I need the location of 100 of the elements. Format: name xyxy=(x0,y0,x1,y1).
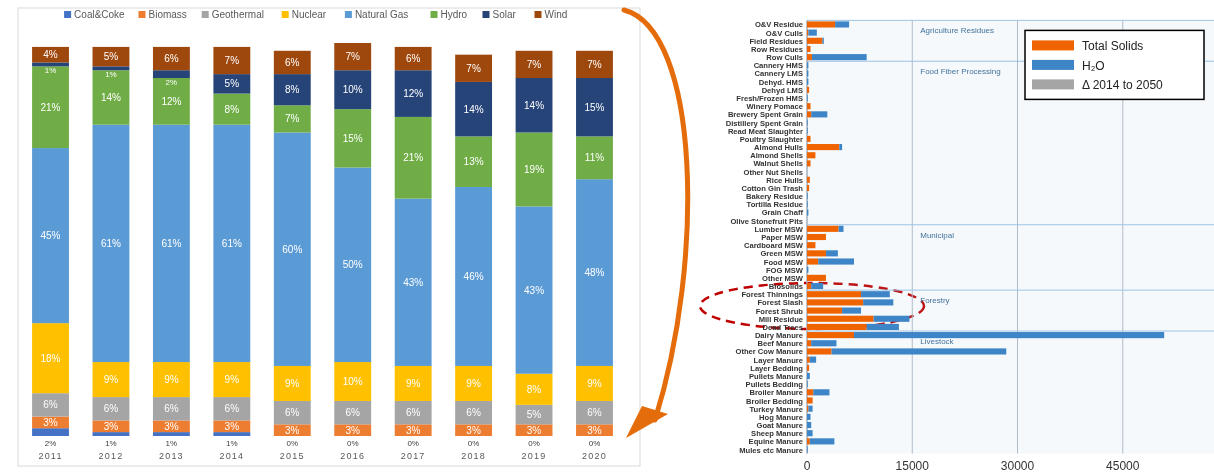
band-label: Municipal xyxy=(920,230,955,240)
data-label: 46% xyxy=(463,270,484,282)
band-label: Forestry xyxy=(920,296,950,306)
legend-label: Wind xyxy=(544,9,568,20)
legend-label: Biomass xyxy=(148,9,187,20)
data-label: 7% xyxy=(526,58,542,70)
data-label: 19% xyxy=(524,163,545,175)
data-label: 21% xyxy=(403,152,424,164)
x-tick-label: 2019 xyxy=(521,451,547,461)
band-label: Food Fiber Processing xyxy=(920,67,1001,77)
data-label: 7% xyxy=(285,113,300,125)
x-tick-label: 30000 xyxy=(1000,458,1035,473)
data-label: 8% xyxy=(224,103,240,115)
data-label: 3% xyxy=(345,424,361,436)
data-label: 1% xyxy=(226,439,238,448)
legend-label: Hydro xyxy=(440,9,468,20)
data-label: 13% xyxy=(463,156,484,168)
data-label: 8% xyxy=(285,84,300,96)
legend-label: Solar xyxy=(492,9,517,20)
data-label: 3% xyxy=(285,424,300,436)
data-label: 43% xyxy=(403,276,424,288)
data-label: 6% xyxy=(587,407,602,419)
x-tick-label: 2018 xyxy=(461,451,487,461)
data-label: 60% xyxy=(282,243,303,255)
x-tick-label: 2013 xyxy=(158,451,184,461)
data-label: 5% xyxy=(103,51,119,63)
data-label: 11% xyxy=(584,152,605,164)
legend-label: Total Solids xyxy=(1082,39,1144,54)
legend-label: H₂O xyxy=(1082,58,1105,73)
data-label: 6% xyxy=(285,56,300,68)
data-label: 6% xyxy=(103,403,119,415)
data-label: 10% xyxy=(342,376,363,388)
data-label: 0% xyxy=(286,439,299,448)
data-label: 50% xyxy=(342,259,363,271)
data-label: 7% xyxy=(466,62,481,74)
data-label: 0% xyxy=(407,439,419,448)
data-label: 3% xyxy=(103,420,119,432)
legend-label: Δ 2014 to 2050 xyxy=(1082,78,1164,93)
data-label: 9% xyxy=(164,374,179,386)
legend-label: Coal&Coke xyxy=(74,9,126,20)
data-label: 0% xyxy=(346,439,359,448)
data-label: 6% xyxy=(345,407,361,419)
data-label: 9% xyxy=(405,377,421,389)
data-label: 1% xyxy=(44,66,57,76)
data-label: 48% xyxy=(584,267,605,279)
data-label: 0% xyxy=(467,439,480,448)
data-label: 61% xyxy=(221,237,242,249)
band-label: Livestock xyxy=(920,337,955,347)
data-label: 61% xyxy=(161,237,182,249)
data-label: 6% xyxy=(466,407,481,419)
x-tick-label: 2012 xyxy=(98,451,124,461)
data-label: 3% xyxy=(526,424,542,436)
data-label: 14% xyxy=(524,99,545,111)
data-label: 6% xyxy=(164,53,179,65)
data-label: 10% xyxy=(342,84,363,96)
x-tick-label: 2016 xyxy=(340,451,366,461)
data-label: 12% xyxy=(161,95,182,107)
data-label: 14% xyxy=(100,91,122,103)
data-label: 4% xyxy=(43,49,58,61)
data-label: 0% xyxy=(588,439,601,448)
data-label: 1% xyxy=(165,439,178,448)
data-label: 61% xyxy=(100,237,122,249)
x-tick-label: 2015 xyxy=(279,451,305,461)
data-label: 2% xyxy=(44,439,57,448)
x-tick-label: 2020 xyxy=(582,451,607,461)
legend-label: Natural Gas xyxy=(354,9,409,20)
band-label: Agriculture Residues xyxy=(920,26,995,36)
x-tick-label: 2014 xyxy=(219,451,245,461)
data-label: 9% xyxy=(224,374,240,386)
data-label: 9% xyxy=(466,377,481,389)
data-label: 2% xyxy=(165,78,178,88)
data-label: 6% xyxy=(224,403,240,415)
data-label: 18% xyxy=(40,352,61,364)
data-label: 6% xyxy=(405,407,421,419)
data-label: 8% xyxy=(526,383,542,395)
data-label: 7% xyxy=(345,51,361,63)
data-label: 43% xyxy=(524,284,545,296)
data-label: 21% xyxy=(40,101,61,113)
x-tick-label: 15000 xyxy=(895,458,930,473)
data-label: 45% xyxy=(40,230,61,242)
data-label: 7% xyxy=(587,58,602,70)
data-label: 6% xyxy=(164,403,179,415)
data-label: 0% xyxy=(528,439,540,448)
x-tick-label: 2011 xyxy=(38,451,63,461)
data-label: 6% xyxy=(405,53,421,65)
legend-label: Nuclear xyxy=(291,9,327,20)
data-label: 7% xyxy=(224,55,240,67)
data-label: 3% xyxy=(224,420,240,432)
x-tick-label: 0 xyxy=(803,458,811,473)
data-label: 5% xyxy=(224,78,240,90)
data-label: 3% xyxy=(164,420,179,432)
data-label: 5% xyxy=(526,409,542,421)
x-tick-label: 2017 xyxy=(400,451,426,461)
data-label: 3% xyxy=(587,424,602,436)
legend-label: Geothermal xyxy=(211,9,264,20)
data-label: 6% xyxy=(285,407,300,419)
data-label: 15% xyxy=(584,101,605,113)
x-tick-label: 45000 xyxy=(1106,458,1140,473)
data-label: 9% xyxy=(103,374,119,386)
data-label: 3% xyxy=(405,424,421,436)
